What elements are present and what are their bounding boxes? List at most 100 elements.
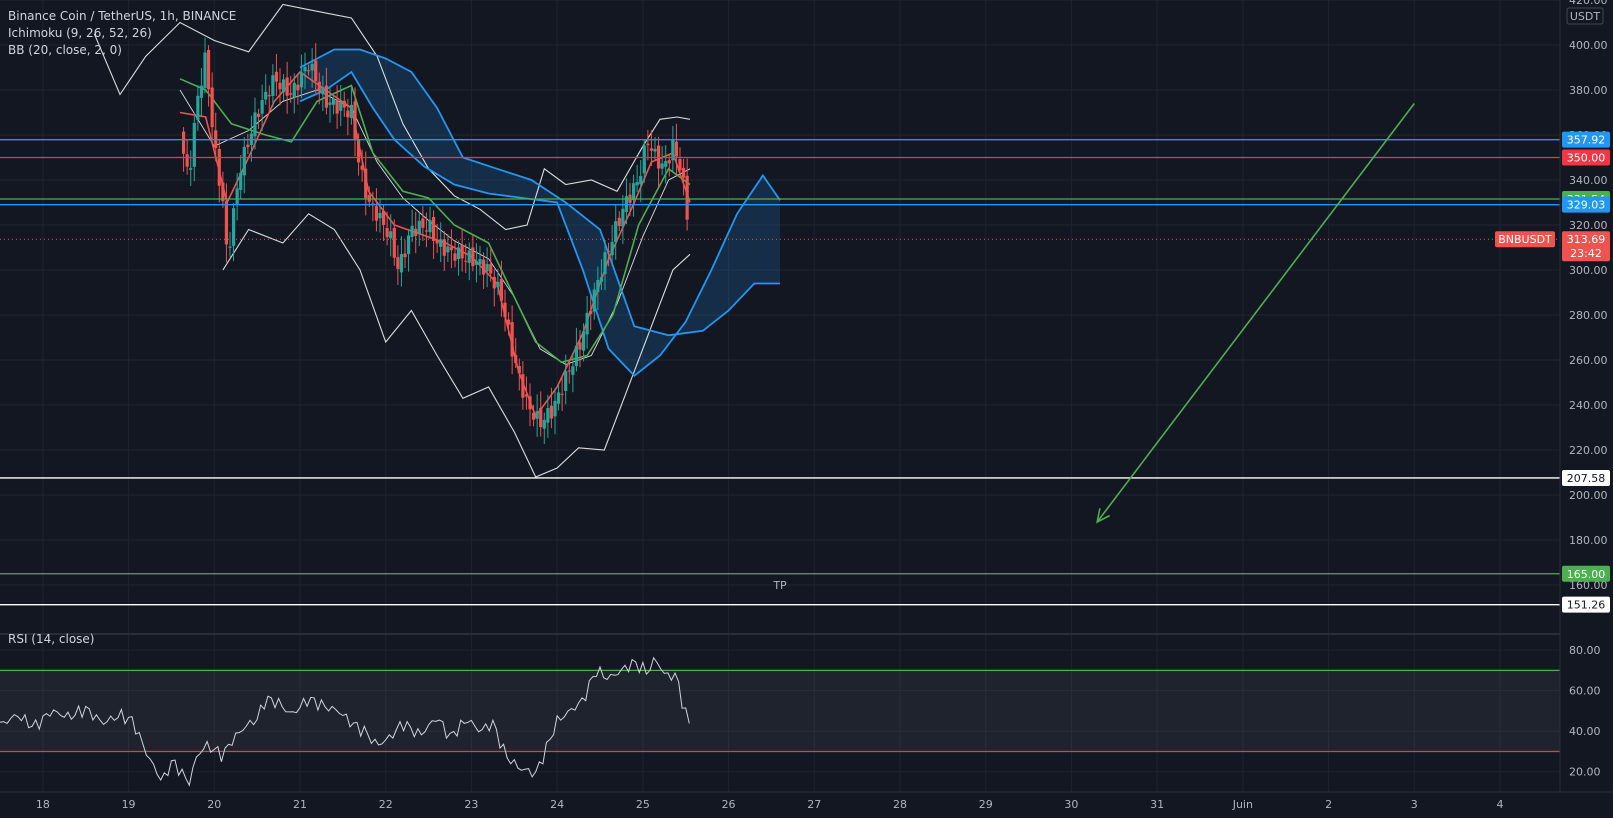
candle-body bbox=[642, 145, 646, 174]
candle-body bbox=[528, 396, 532, 410]
candle-body bbox=[581, 331, 586, 351]
candle-body bbox=[342, 100, 346, 108]
ticker-symbol-tag[interactable] bbox=[1495, 231, 1555, 248]
time-tick-label: 20 bbox=[207, 798, 221, 811]
horizontal-levels[interactable] bbox=[0, 139, 1560, 606]
candle-body bbox=[442, 239, 446, 256]
candle-body bbox=[303, 66, 307, 72]
price-level-tag-label: 357.92 bbox=[1567, 134, 1606, 147]
rsi-legend[interactable]: RSI (14, close) bbox=[8, 632, 95, 646]
candle-body bbox=[614, 221, 618, 243]
bb-upper-line bbox=[93, 3, 691, 231]
time-tick-label: 25 bbox=[636, 798, 650, 811]
time-tick-label: Juin bbox=[1232, 798, 1253, 811]
candle-body bbox=[314, 60, 318, 82]
drawing-annotations[interactable]: TP bbox=[772, 103, 1415, 593]
candle-body bbox=[235, 188, 239, 206]
last-price-tag[interactable] bbox=[1562, 231, 1610, 262]
candle-body bbox=[281, 79, 286, 93]
candle-body bbox=[346, 110, 350, 118]
senkou-span-a-line bbox=[299, 70, 781, 378]
candle-body bbox=[667, 160, 671, 164]
projection-arrow[interactable] bbox=[1096, 103, 1415, 523]
candle-body bbox=[478, 259, 482, 265]
price-tick-label: 300.00 bbox=[1569, 264, 1608, 277]
candle-body bbox=[456, 247, 461, 260]
currency-badge[interactable] bbox=[1566, 7, 1604, 25]
candle-body bbox=[310, 63, 314, 71]
time-tick-label: 28 bbox=[893, 798, 907, 811]
tp-label[interactable]: TP bbox=[772, 579, 787, 592]
candle-body bbox=[578, 342, 582, 350]
candle-body bbox=[599, 277, 604, 282]
candle-body bbox=[414, 228, 418, 236]
candle-body bbox=[192, 122, 196, 167]
price-level-tag-label: 329.03 bbox=[1567, 199, 1606, 212]
arrow-head[interactable] bbox=[1096, 508, 1110, 524]
candle-body bbox=[574, 345, 579, 367]
candle-body bbox=[260, 100, 264, 114]
candle-body bbox=[428, 220, 432, 233]
candle-body bbox=[321, 87, 325, 95]
time-axis-background bbox=[0, 792, 1613, 818]
time-tick-label: 4 bbox=[1497, 798, 1504, 811]
candle-body bbox=[685, 175, 689, 220]
candle-body bbox=[678, 159, 682, 171]
candle-body bbox=[364, 168, 368, 199]
candle-body bbox=[467, 250, 471, 263]
price-level-tag-label: 151.26 bbox=[1567, 599, 1606, 612]
candle-body bbox=[196, 95, 200, 121]
rsi-tick-label: 20.00 bbox=[1569, 766, 1601, 779]
candle-body bbox=[189, 168, 193, 170]
price-tick-label: 320.00 bbox=[1569, 219, 1608, 232]
candle-body bbox=[635, 181, 639, 186]
price-level-tag[interactable] bbox=[1562, 596, 1610, 613]
candle-body bbox=[389, 231, 393, 239]
price-level-tag[interactable] bbox=[1562, 196, 1610, 213]
candle-body bbox=[439, 239, 443, 247]
candle-body bbox=[585, 312, 589, 335]
time-tick-label: 18 bbox=[36, 798, 50, 811]
candle-body bbox=[535, 411, 539, 419]
candle-body bbox=[378, 212, 382, 219]
candle-body bbox=[421, 218, 425, 228]
bb-lower-line bbox=[222, 213, 691, 478]
candle-body bbox=[435, 240, 439, 244]
candle-body bbox=[431, 217, 436, 242]
price-level-tag[interactable] bbox=[1562, 149, 1610, 166]
candle-body bbox=[503, 302, 507, 318]
candle-body bbox=[185, 154, 189, 167]
price-level-tag-label: 207.58 bbox=[1567, 472, 1606, 485]
candle-body bbox=[617, 217, 621, 226]
candle-body bbox=[331, 98, 336, 105]
time-tick-label: 23 bbox=[464, 798, 478, 811]
candle-body bbox=[510, 322, 514, 357]
candle-body bbox=[542, 419, 546, 429]
candle-body bbox=[349, 104, 354, 119]
candlestick-series bbox=[181, 37, 689, 444]
candle-body bbox=[610, 241, 614, 256]
candle-body bbox=[531, 412, 536, 420]
price-level-tag-label: 350.00 bbox=[1567, 152, 1606, 165]
candle-body bbox=[564, 371, 568, 391]
candle-body bbox=[606, 251, 611, 253]
cloud-fill bbox=[300, 49, 780, 376]
senkou-span-b-line bbox=[299, 48, 780, 337]
candle-body bbox=[649, 148, 654, 151]
candle-body bbox=[553, 400, 557, 417]
price-level-tag[interactable] bbox=[1562, 565, 1610, 582]
price-level-tag[interactable] bbox=[1562, 131, 1610, 148]
rsi-line bbox=[0, 656, 690, 787]
candle-body bbox=[571, 366, 575, 375]
candle-body bbox=[328, 102, 332, 105]
candle-body bbox=[217, 148, 221, 186]
time-tick-label: 3 bbox=[1411, 798, 1418, 811]
price-level-tag[interactable] bbox=[1562, 469, 1610, 486]
candle-body bbox=[560, 393, 564, 395]
candle-body bbox=[289, 93, 293, 95]
candle-body bbox=[278, 82, 282, 90]
candle-body bbox=[274, 71, 279, 82]
price-tick-label: 240.00 bbox=[1569, 399, 1608, 412]
